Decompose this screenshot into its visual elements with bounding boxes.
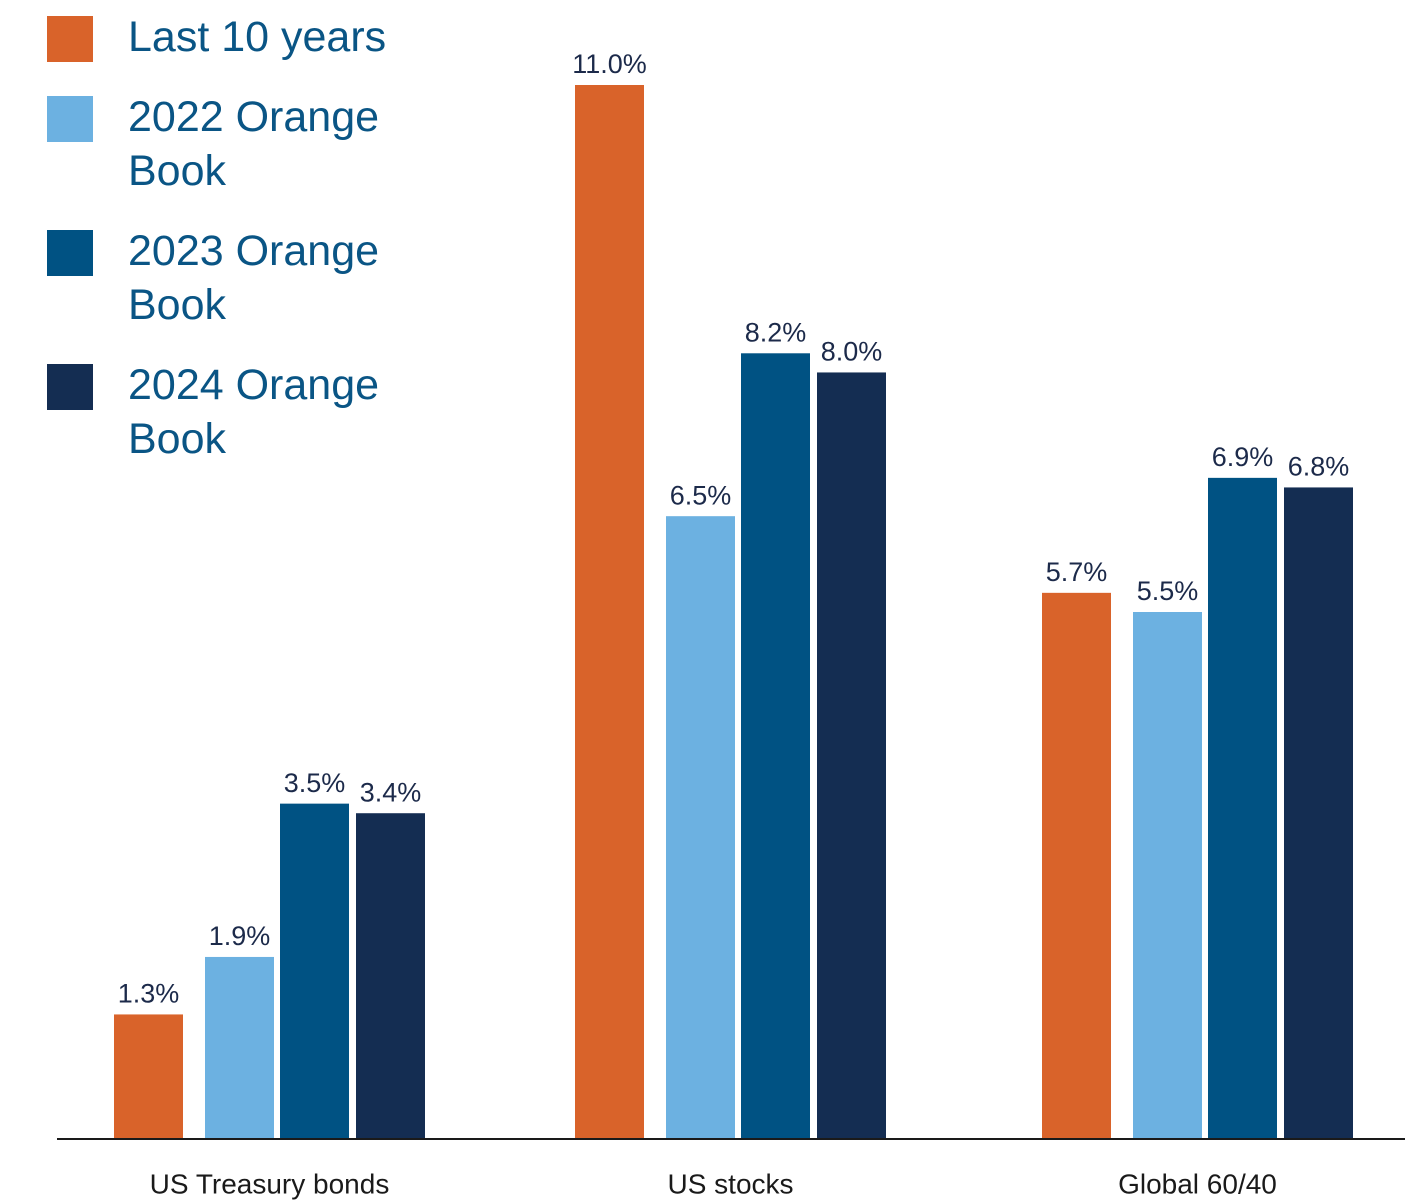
value-label: 1.3% (118, 979, 180, 1009)
bar (741, 353, 810, 1140)
value-label: 3.5% (284, 768, 346, 798)
legend-swatch (47, 364, 93, 410)
legend-item: 2022 Orange Book (47, 90, 467, 198)
legend-label: 2023 Orange Book (128, 227, 380, 329)
bar (1042, 592, 1111, 1139)
legend-item: Last 10 years (47, 10, 467, 64)
value-label: 5.7% (1046, 557, 1108, 587)
bar (114, 1014, 183, 1139)
x-tick-label: Global 60/40 (1118, 1168, 1277, 1199)
value-label: 1.9% (209, 921, 271, 951)
bar (1284, 487, 1353, 1139)
legend-swatch (47, 16, 93, 62)
bar (817, 372, 886, 1139)
legend-item: 2024 Orange Book (47, 358, 467, 466)
x-tick-label: US stocks (667, 1168, 793, 1199)
bar (575, 85, 644, 1139)
bar (280, 803, 349, 1139)
legend-label: 2024 Orange Book (128, 361, 380, 463)
bar (1208, 477, 1277, 1139)
legend-swatch (47, 96, 93, 142)
value-label: 6.9% (1212, 442, 1274, 472)
value-label: 5.5% (1137, 576, 1199, 606)
legend-swatch (47, 230, 93, 276)
legend-item: 2023 Orange Book (47, 224, 467, 332)
value-label: 8.0% (821, 337, 883, 367)
bar (356, 813, 425, 1139)
legend-label: Last 10 years (128, 13, 387, 61)
value-label: 6.8% (1288, 452, 1350, 482)
legend: Last 10 years 2022 Orange Book 2023 Orange… (47, 10, 467, 492)
value-label: 6.5% (670, 480, 732, 510)
value-label: 8.2% (745, 317, 807, 347)
x-tick-label: US Treasury bonds (150, 1168, 390, 1199)
value-label: 11.0% (572, 49, 647, 79)
bar (205, 956, 274, 1139)
bar (666, 516, 735, 1139)
value-label: 3.4% (360, 777, 422, 807)
bar (1133, 612, 1202, 1139)
legend-label: 2022 Orange Book (128, 93, 380, 195)
